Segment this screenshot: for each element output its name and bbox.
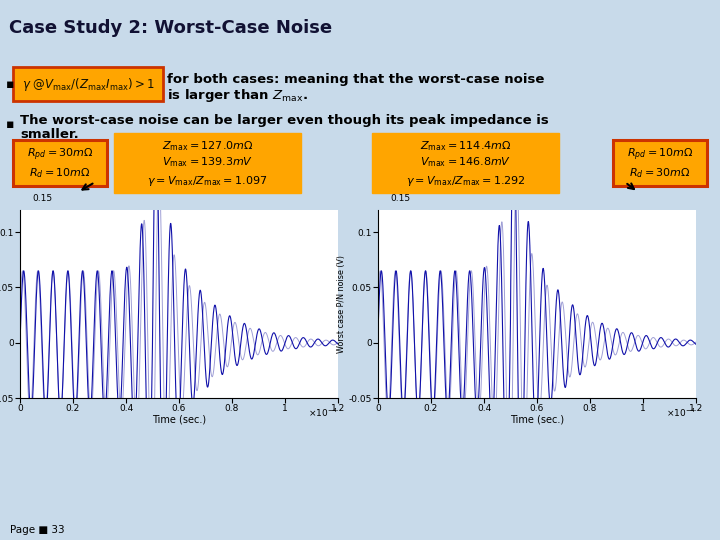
X-axis label: Time (sec.): Time (sec.) (152, 415, 206, 424)
Text: 0.15: 0.15 (32, 194, 52, 202)
Text: ▪: ▪ (6, 78, 14, 91)
FancyBboxPatch shape (613, 140, 707, 186)
Text: Case Study 2: Worst-Case Noise: Case Study 2: Worst-Case Noise (9, 18, 333, 37)
Text: $R_d = 10m\Omega$: $R_d = 10m\Omega$ (30, 166, 91, 180)
Text: is larger than $Z_{\mathrm{max}}$.: is larger than $Z_{\mathrm{max}}$. (167, 87, 308, 104)
FancyBboxPatch shape (372, 133, 559, 193)
Text: $\times\mathregular{10}^{-4}$: $\times\mathregular{10}^{-4}$ (666, 407, 696, 419)
Text: Page ■ 33: Page ■ 33 (10, 525, 65, 535)
Text: $\gamma = V_{\mathrm{max}}/Z_{\mathrm{max}} = 1.097$: $\gamma = V_{\mathrm{max}}/Z_{\mathrm{ma… (148, 173, 268, 187)
Text: $Z_{\mathrm{max}} = 127.0m\Omega$: $Z_{\mathrm{max}} = 127.0m\Omega$ (162, 139, 253, 153)
Text: $V_{\mathrm{max}} = 146.8mV$: $V_{\mathrm{max}} = 146.8mV$ (420, 155, 511, 169)
Text: $Z_{\mathrm{max}} = 114.4m\Omega$: $Z_{\mathrm{max}} = 114.4m\Omega$ (420, 139, 511, 153)
Text: $R_d = 30m\Omega$: $R_d = 30m\Omega$ (629, 166, 690, 180)
Text: $\gamma\ @V_{\mathrm{max}}/(Z_{\mathrm{max}}I_{\mathrm{max}})>1$: $\gamma\ @V_{\mathrm{max}}/(Z_{\mathrm{m… (22, 76, 154, 93)
Y-axis label: Worst case P/N noise (V): Worst case P/N noise (V) (336, 255, 346, 353)
Text: $\times\mathregular{10}^{-4}$: $\times\mathregular{10}^{-4}$ (308, 407, 338, 419)
FancyBboxPatch shape (13, 67, 163, 101)
X-axis label: Time (sec.): Time (sec.) (510, 415, 564, 424)
Text: 0.15: 0.15 (390, 194, 410, 202)
Text: $V_{\mathrm{max}} = 139.3mV$: $V_{\mathrm{max}} = 139.3mV$ (162, 155, 253, 169)
FancyBboxPatch shape (13, 140, 107, 186)
Text: smaller.: smaller. (20, 127, 78, 141)
FancyBboxPatch shape (114, 133, 301, 193)
Text: $R_{pd} = 10m\Omega$: $R_{pd} = 10m\Omega$ (626, 147, 693, 164)
Text: The worst-case noise can be larger even though its peak impedance is: The worst-case noise can be larger even … (20, 114, 549, 127)
Text: $\gamma = V_{\mathrm{max}}/Z_{\mathrm{max}} = 1.292$: $\gamma = V_{\mathrm{max}}/Z_{\mathrm{ma… (406, 173, 525, 187)
Text: for both cases: meaning that the worst-case noise: for both cases: meaning that the worst-c… (167, 73, 544, 86)
Text: ▪: ▪ (6, 118, 14, 131)
Text: $R_{pd} = 30m\Omega$: $R_{pd} = 30m\Omega$ (27, 147, 94, 164)
